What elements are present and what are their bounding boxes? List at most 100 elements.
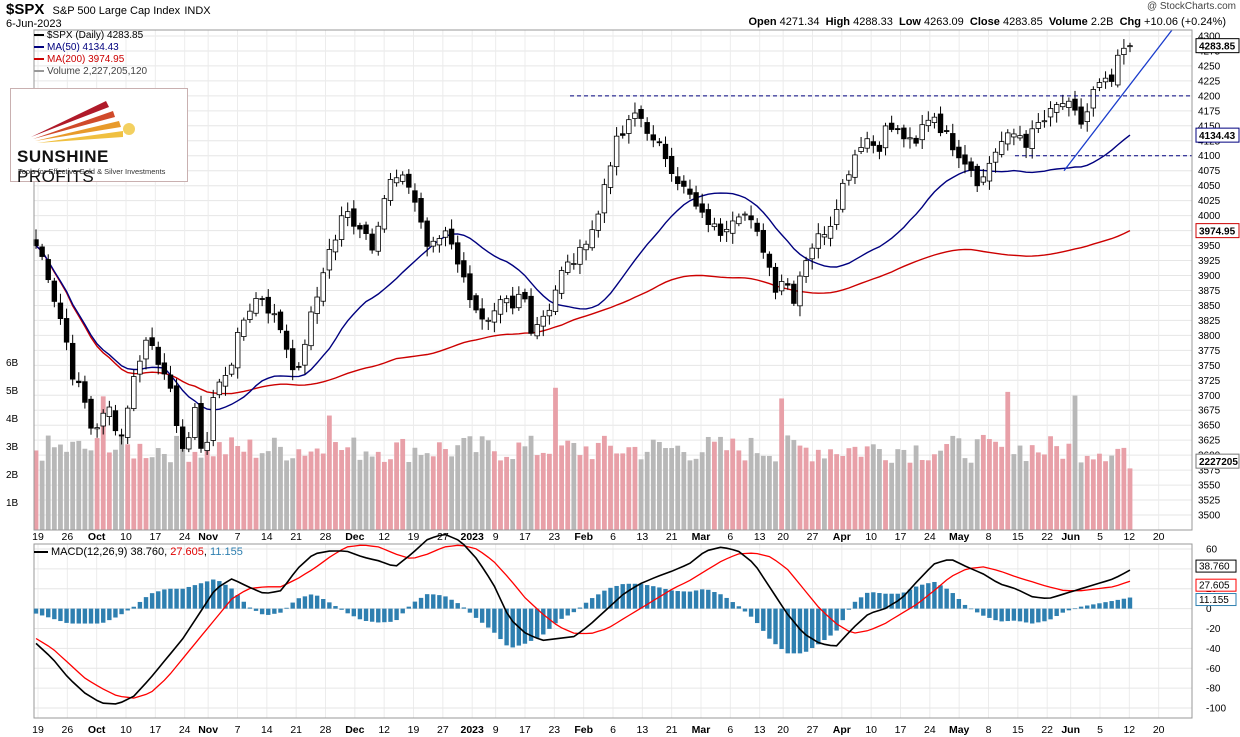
candle-body [308, 311, 314, 347]
candle-body [815, 233, 822, 249]
volume-bar [1078, 462, 1084, 530]
volume-bar [809, 461, 815, 530]
macd-histogram-bar [681, 591, 687, 609]
legend-price: $SPX (Daily) 4283.85 [34, 30, 143, 41]
candle-body [522, 291, 528, 300]
macd-histogram-bar [968, 608, 974, 610]
candle-body [1053, 104, 1060, 113]
macd-histogram-bar [94, 608, 100, 624]
x-tick-label: 20 [1153, 531, 1165, 543]
x-tick-label: Oct [88, 531, 106, 543]
macd-histogram-bar [1085, 605, 1090, 609]
macd-histogram-bar [1042, 608, 1047, 622]
macd-histogram-bar [1005, 608, 1010, 622]
macd-histogram-bar [553, 608, 558, 624]
volume-bar [644, 451, 650, 530]
x-tick-label: 21 [290, 531, 302, 543]
candle-body [192, 407, 198, 438]
volume-bar [357, 459, 363, 530]
macd-histogram-bar [321, 599, 326, 609]
price-tick-label: 4225 [1198, 76, 1221, 87]
candle-body [253, 298, 259, 314]
macd-histogram-bar [846, 608, 852, 610]
candle-body [369, 233, 375, 251]
macd-histogram-bar [376, 608, 381, 623]
candle-body [638, 109, 644, 119]
price-tag-label: 4283.85 [1199, 42, 1236, 53]
candle-body [289, 348, 296, 371]
candle-body [418, 198, 424, 223]
macd-histogram-bar [235, 595, 240, 609]
macd-histogram-bar [730, 602, 735, 609]
volume-bar [742, 460, 748, 530]
macd-histogram-bar [259, 608, 265, 615]
candle-body [247, 310, 253, 320]
candle-body [565, 261, 571, 273]
price-tick-label: 3500 [1198, 511, 1221, 522]
candle-body [583, 243, 589, 251]
macd-histogram-bar [981, 608, 986, 616]
volume-bar [626, 447, 632, 530]
volume-bar [889, 462, 895, 530]
price-tick-label: 3800 [1198, 331, 1221, 342]
volume-value: 2.2B [1090, 16, 1114, 28]
volume-bar [241, 451, 247, 530]
volume-bar [999, 446, 1005, 530]
close-label: Close [969, 16, 1000, 28]
volume-bar [932, 454, 937, 530]
candle-body [650, 134, 656, 141]
candle-body [137, 360, 143, 375]
volume-bar [559, 445, 565, 530]
macd-histogram-bar [748, 608, 754, 617]
price-swatch [34, 34, 44, 37]
x-tick-label: 10 [865, 531, 877, 543]
candle-body [39, 246, 45, 257]
x-tick-label: Oct [88, 724, 106, 736]
volume-bar [461, 437, 467, 530]
candle-body [400, 174, 406, 182]
macd-tick-label: 60 [1206, 544, 1218, 555]
candle-body [1127, 45, 1133, 48]
copyright: @ StockCharts.com [1146, 1, 1236, 12]
macd-histogram-bar [296, 598, 302, 609]
candle-body [296, 366, 302, 368]
macd-histogram-bar [382, 608, 387, 623]
price-tag-label: 4134.43 [1199, 131, 1236, 142]
candle-body [601, 184, 608, 214]
candle-body [1115, 54, 1121, 86]
volume-bar [88, 450, 94, 530]
macd-histogram-bar [33, 608, 39, 614]
candle-body [473, 295, 479, 311]
volume-bar [1084, 455, 1090, 530]
candle-body [222, 375, 229, 387]
high-label: High [825, 16, 851, 28]
volume-bar [443, 449, 448, 530]
x-tick-label: 7 [235, 531, 241, 543]
volume-bar [950, 435, 956, 530]
candle-body [546, 309, 553, 317]
volume-bar [656, 441, 662, 530]
x-tick-label: 7 [235, 724, 241, 736]
candle-body [870, 141, 877, 146]
volume-bar [174, 435, 179, 530]
macd-histogram-bar [406, 606, 412, 609]
macd-histogram-bar [754, 608, 760, 624]
x-tick-label: 9 [493, 724, 499, 736]
volume-bar [418, 454, 424, 530]
macd-histogram-bar [993, 608, 998, 621]
volume-bar [467, 436, 473, 530]
candle-body [1108, 74, 1115, 82]
x-tick-label: Nov [198, 531, 218, 543]
candle-body [809, 247, 815, 260]
candle-body [430, 240, 436, 247]
legend-ma50-text: MA(50) 4134.43 [47, 42, 119, 53]
macd-histogram-bar [602, 590, 607, 609]
volume-bar [216, 442, 222, 530]
candle-body [901, 127, 907, 140]
price-tick-label: 3650 [1198, 421, 1221, 432]
candle-body [1066, 100, 1072, 108]
volume-bar [699, 452, 705, 530]
candle-body [571, 263, 577, 265]
volume-bar [681, 452, 687, 530]
price-tick-label: 4075 [1198, 166, 1221, 177]
